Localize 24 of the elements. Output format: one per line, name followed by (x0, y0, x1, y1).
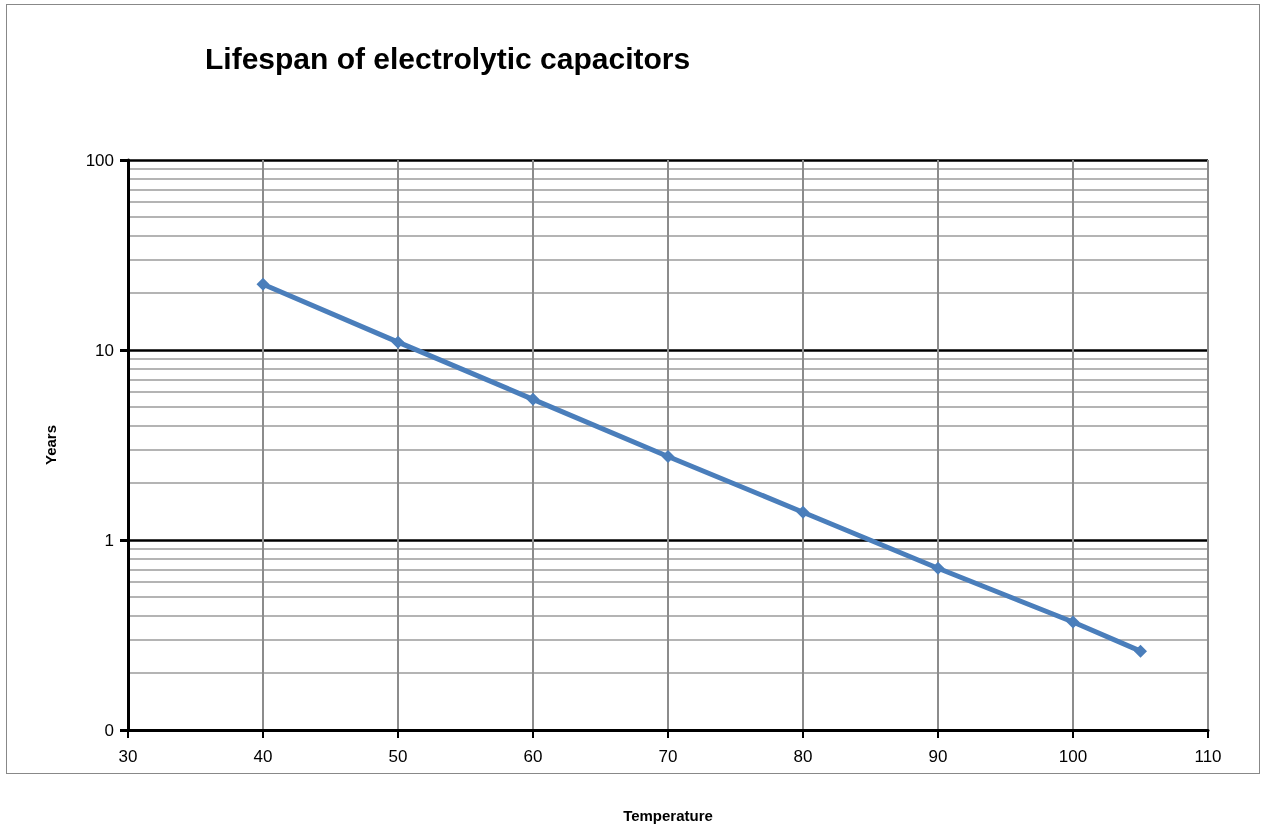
x-tick-label: 40 (253, 747, 273, 766)
x-tick-label: 80 (793, 747, 813, 766)
point (526, 392, 540, 406)
point (1066, 615, 1080, 629)
x-tick-label: 70 (658, 747, 678, 766)
chart-title: Lifespan of electrolytic capacitors (205, 41, 691, 75)
point (1134, 644, 1147, 658)
x-tick-label: 90 (928, 747, 948, 766)
x-axis-title: Temperature (623, 807, 713, 824)
y-tick-label: 100 (85, 150, 114, 170)
point (796, 505, 810, 519)
y-tick-label: 1 (104, 530, 114, 550)
point (931, 561, 945, 575)
y-tick-label: 10 (95, 340, 114, 360)
y-axis-title: Years (42, 424, 59, 466)
x-tick-label: 60 (523, 747, 543, 766)
y-tick-label: 0 (104, 720, 114, 740)
x-tick-label: 110 (1194, 747, 1222, 766)
x-tick-label: 100 (1058, 747, 1088, 766)
x-tick-label: 30 (118, 747, 138, 766)
point (391, 335, 405, 349)
point (661, 450, 675, 464)
point (256, 277, 270, 291)
x-tick-label: 50 (388, 747, 408, 766)
